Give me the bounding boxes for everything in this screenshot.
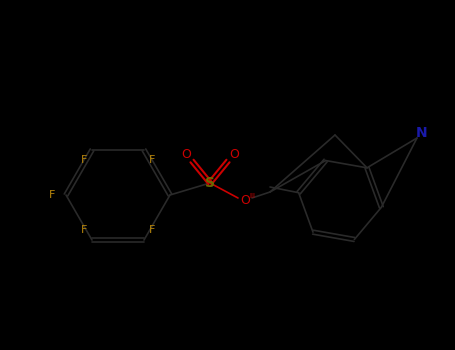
Text: III: III [249, 193, 255, 199]
Text: F: F [149, 225, 155, 235]
Text: O: O [181, 148, 191, 161]
Text: F: F [81, 155, 87, 165]
Text: O: O [240, 195, 250, 208]
Text: F: F [49, 190, 55, 200]
Text: S: S [205, 176, 215, 190]
Text: F: F [81, 225, 87, 235]
Text: N: N [416, 126, 428, 140]
Text: F: F [149, 155, 155, 165]
Text: O: O [229, 148, 239, 161]
